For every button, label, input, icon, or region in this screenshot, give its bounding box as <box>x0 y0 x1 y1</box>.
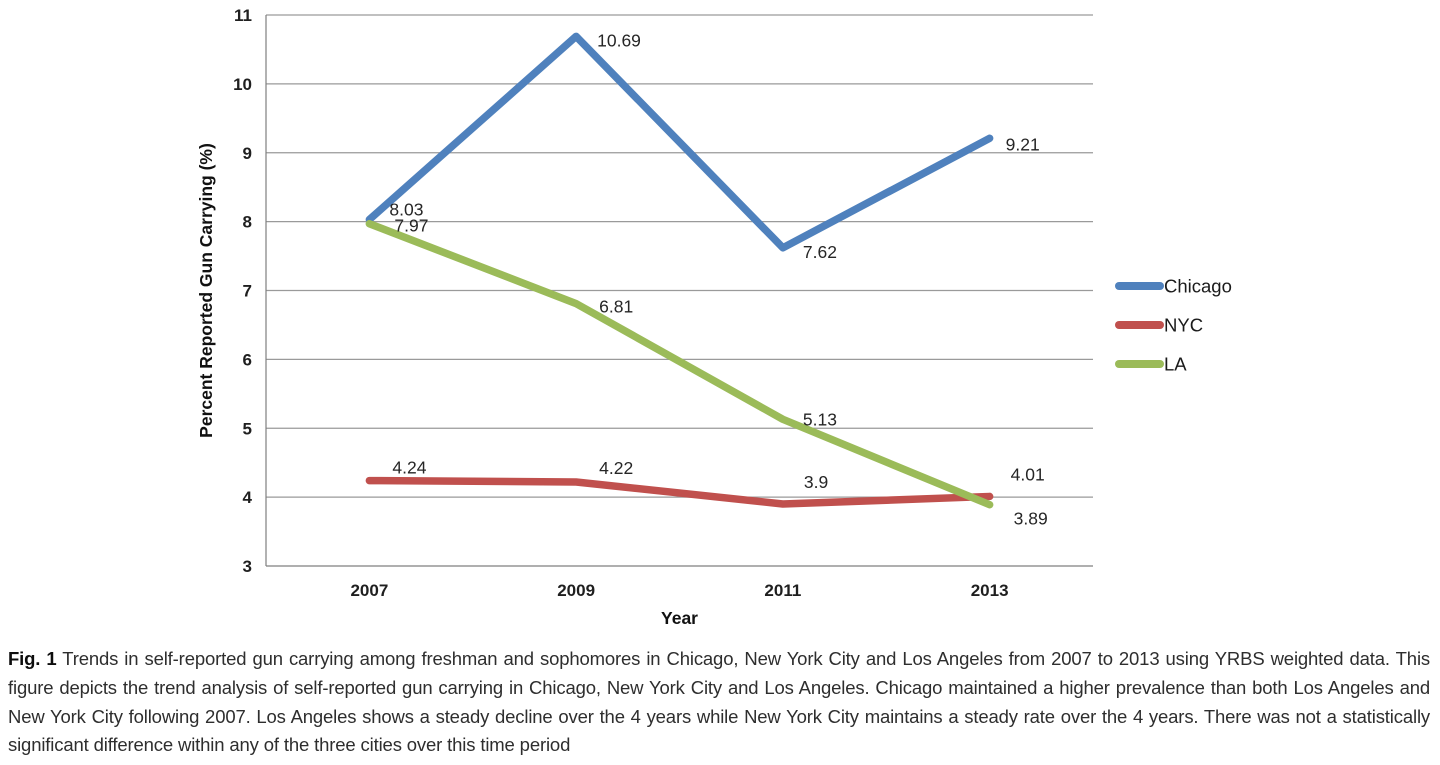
legend-label-nyc: NYC <box>1164 315 1203 336</box>
data-label-chicago-2007: 8.03 <box>389 200 423 220</box>
data-label-nyc-2009: 4.22 <box>599 458 633 478</box>
y-tick-label: 3 <box>243 557 252 576</box>
data-label-nyc-2013: 4.01 <box>1011 464 1045 484</box>
y-tick-label: 5 <box>243 419 252 438</box>
figure-caption-label: Fig. 1 <box>8 648 57 669</box>
data-label-chicago-2013: 9.21 <box>1006 134 1040 154</box>
legend-item-la: LA <box>1115 354 1187 375</box>
y-tick-label: 11 <box>234 6 252 25</box>
data-label-la-2011: 5.13 <box>803 409 837 429</box>
data-label-la-2013: 3.89 <box>1014 509 1048 529</box>
legend-item-nyc: NYC <box>1115 315 1203 336</box>
y-tick-label: 9 <box>243 144 252 163</box>
x-tick-label: 2011 <box>764 581 801 600</box>
gun-carrying-line-chart: 3 4 5 6 7 8 9 10 11 2007 2009 2011 2013 Year Percent R… <box>196 6 1232 628</box>
x-tick-label: 2013 <box>971 581 1009 600</box>
series-line-la <box>365 219 994 509</box>
x-axis-title: Year <box>661 608 698 628</box>
data-label-chicago-2011: 7.62 <box>803 242 837 262</box>
figure-caption-text: Trends in self-reported gun carrying amo… <box>8 648 1431 756</box>
series-line-nyc <box>365 476 994 508</box>
y-axis-title: Percent Reported Gun Carrying (%) <box>196 143 216 438</box>
y-tick-label: 7 <box>243 282 252 301</box>
figure-caption: Fig. 1 Trends in self-reported gun carry… <box>8 645 1430 760</box>
legend-label-la: LA <box>1164 354 1187 375</box>
y-tick-label: 10 <box>233 75 252 94</box>
series-line-chicago <box>365 32 994 252</box>
x-tick-label: 2009 <box>557 581 595 600</box>
data-label-chicago-2009: 10.69 <box>597 30 641 50</box>
data-label-nyc-2011: 3.9 <box>804 472 828 492</box>
data-label-nyc-2007: 4.24 <box>392 458 426 478</box>
x-tick-label: 2007 <box>350 581 388 600</box>
y-tick-label: 4 <box>243 488 253 507</box>
legend-label-chicago: Chicago <box>1164 276 1232 297</box>
data-label-la-2009: 6.81 <box>599 297 633 317</box>
legend-item-chicago: Chicago <box>1115 276 1232 297</box>
y-tick-label: 6 <box>243 350 252 369</box>
y-tick-label: 8 <box>243 213 252 232</box>
data-label-la-2007: 7.97 <box>394 216 428 236</box>
